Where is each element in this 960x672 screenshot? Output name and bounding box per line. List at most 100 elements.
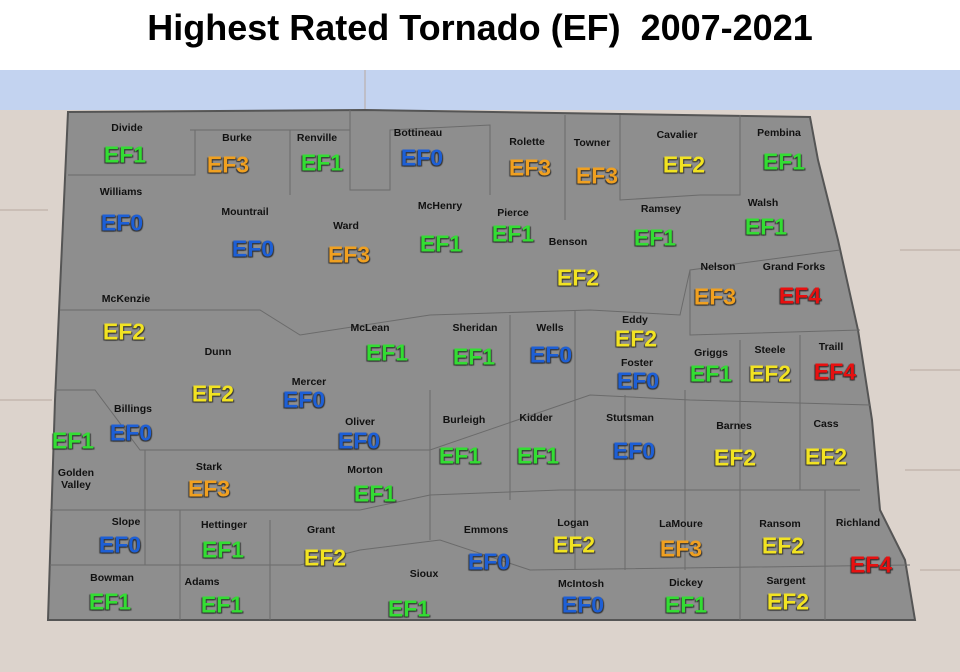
county-rating: EF1	[88, 588, 132, 615]
county-rating: EF0	[467, 548, 511, 575]
county-name: Traill	[818, 341, 844, 353]
county-name: Ransom	[759, 518, 801, 530]
county-name: Adams	[184, 576, 220, 588]
county-rating: EF4	[813, 358, 857, 385]
county-rating: EF3	[187, 475, 231, 502]
county-name: Ramsey	[640, 203, 682, 215]
county-rating: EF4	[849, 551, 893, 578]
county-rating: EF2	[191, 380, 235, 407]
county-rating: EF0	[231, 235, 275, 262]
county-name: LaMoure	[659, 518, 703, 530]
county-rating: EF2	[766, 588, 810, 615]
county-name: Sargent	[766, 575, 806, 587]
county-rating: EF1	[689, 360, 733, 387]
county-name: Williams	[99, 186, 143, 198]
county-rating: EF2	[303, 544, 347, 571]
county-rating: EF2	[804, 443, 848, 470]
county-name: Burke	[222, 132, 252, 144]
county-rating: EF2	[556, 264, 600, 291]
county-name: McKenzie	[101, 293, 151, 305]
county-name: Sheridan	[452, 322, 498, 334]
county-rating: EF1	[353, 480, 397, 507]
county-rating: EF3	[327, 241, 371, 268]
county-name: Billings	[114, 403, 152, 415]
county-name: Rolette	[509, 136, 545, 148]
county-rating: EF0	[98, 531, 142, 558]
county-name: Pierce	[497, 207, 529, 219]
county-name: Kidder	[519, 412, 553, 424]
county-name: Richland	[835, 517, 881, 529]
county-name: Towner	[573, 137, 611, 149]
county-name: Mountrail	[221, 206, 269, 218]
county-name: Cass	[813, 418, 839, 430]
county-rating: EF1	[452, 343, 496, 370]
county-name: Grant	[306, 524, 336, 536]
county-name: Emmons	[463, 524, 509, 536]
county-name: Slope	[111, 516, 141, 528]
county-name: McLean	[350, 322, 390, 334]
county-name: Stark	[195, 461, 223, 473]
county-rating: EF1	[491, 220, 535, 247]
county-name: Nelson	[700, 261, 736, 273]
county-name: Oliver	[345, 416, 375, 428]
county-name: Eddy	[622, 314, 648, 326]
county-rating: EF0	[109, 419, 153, 446]
county-rating: EF4	[778, 282, 822, 309]
county-rating: EF1	[419, 230, 463, 257]
county-rating: EF0	[612, 437, 656, 464]
county-name: Grand Forks	[762, 261, 826, 273]
county-name: Steele	[754, 344, 786, 356]
county-rating: EF1	[201, 536, 245, 563]
county-rating: EF3	[659, 535, 703, 562]
state	[46, 108, 917, 621]
county-name: McIntosh	[557, 578, 605, 590]
title: Highest Rated Tornado (EF) 2007-2021	[147, 7, 813, 48]
county-rating: EF3	[206, 151, 250, 178]
county-rating: EF3	[508, 154, 552, 181]
county-rating: EF1	[103, 141, 147, 168]
county-name: Sioux	[409, 568, 439, 580]
county-rating: EF0	[561, 591, 605, 618]
county-rating: EF0	[400, 144, 444, 171]
water	[0, 70, 960, 110]
county-name: Divide	[111, 122, 143, 134]
county-rating: EF1	[365, 339, 409, 366]
county-rating: EF1	[200, 591, 244, 618]
county-rating: EF1	[762, 148, 806, 175]
neighbor-borders	[0, 70, 960, 571]
county-name: Cavalier	[656, 129, 698, 141]
county-rating: EF1	[387, 595, 431, 622]
county-name: Barnes	[716, 420, 752, 432]
county-rating: EF2	[662, 151, 706, 178]
county-rating: EF0	[616, 367, 660, 394]
county-name: Morton	[347, 464, 383, 476]
county-rating: EF2	[552, 531, 596, 558]
county-rating: EF2	[102, 318, 146, 345]
county-name: McHenry	[417, 200, 463, 212]
county-rating: EF1	[633, 224, 677, 251]
county-name: Dunn	[204, 346, 232, 358]
county-rating: EF2	[761, 532, 805, 559]
county-name: Wells	[536, 322, 564, 334]
county-rating: EF0	[282, 386, 326, 413]
county-name: Burleigh	[442, 414, 486, 426]
county-name: Mercer	[291, 376, 327, 388]
county-name: Bottineau	[393, 127, 443, 139]
county-rating: EF2	[614, 325, 658, 352]
county-rating: EF1	[300, 149, 344, 176]
county-rating: EF0	[529, 341, 573, 368]
county-name: Foster	[620, 357, 654, 369]
county-rating: EF0	[100, 209, 144, 236]
county-rating: EF1	[51, 427, 95, 454]
county-rating: EF2	[748, 360, 792, 387]
county-rating: EF0	[337, 427, 381, 454]
county-name: Stutsman	[606, 412, 654, 424]
county-name: Renville	[296, 132, 338, 144]
county-rating: EF1	[664, 591, 708, 618]
county-name: Walsh	[747, 197, 779, 209]
county-name: Hettinger	[200, 519, 248, 531]
county-name: Griggs	[694, 347, 728, 359]
county-rating: EF1	[516, 442, 560, 469]
county-name: Bowman	[90, 572, 134, 584]
county-rating: EF3	[575, 162, 619, 189]
